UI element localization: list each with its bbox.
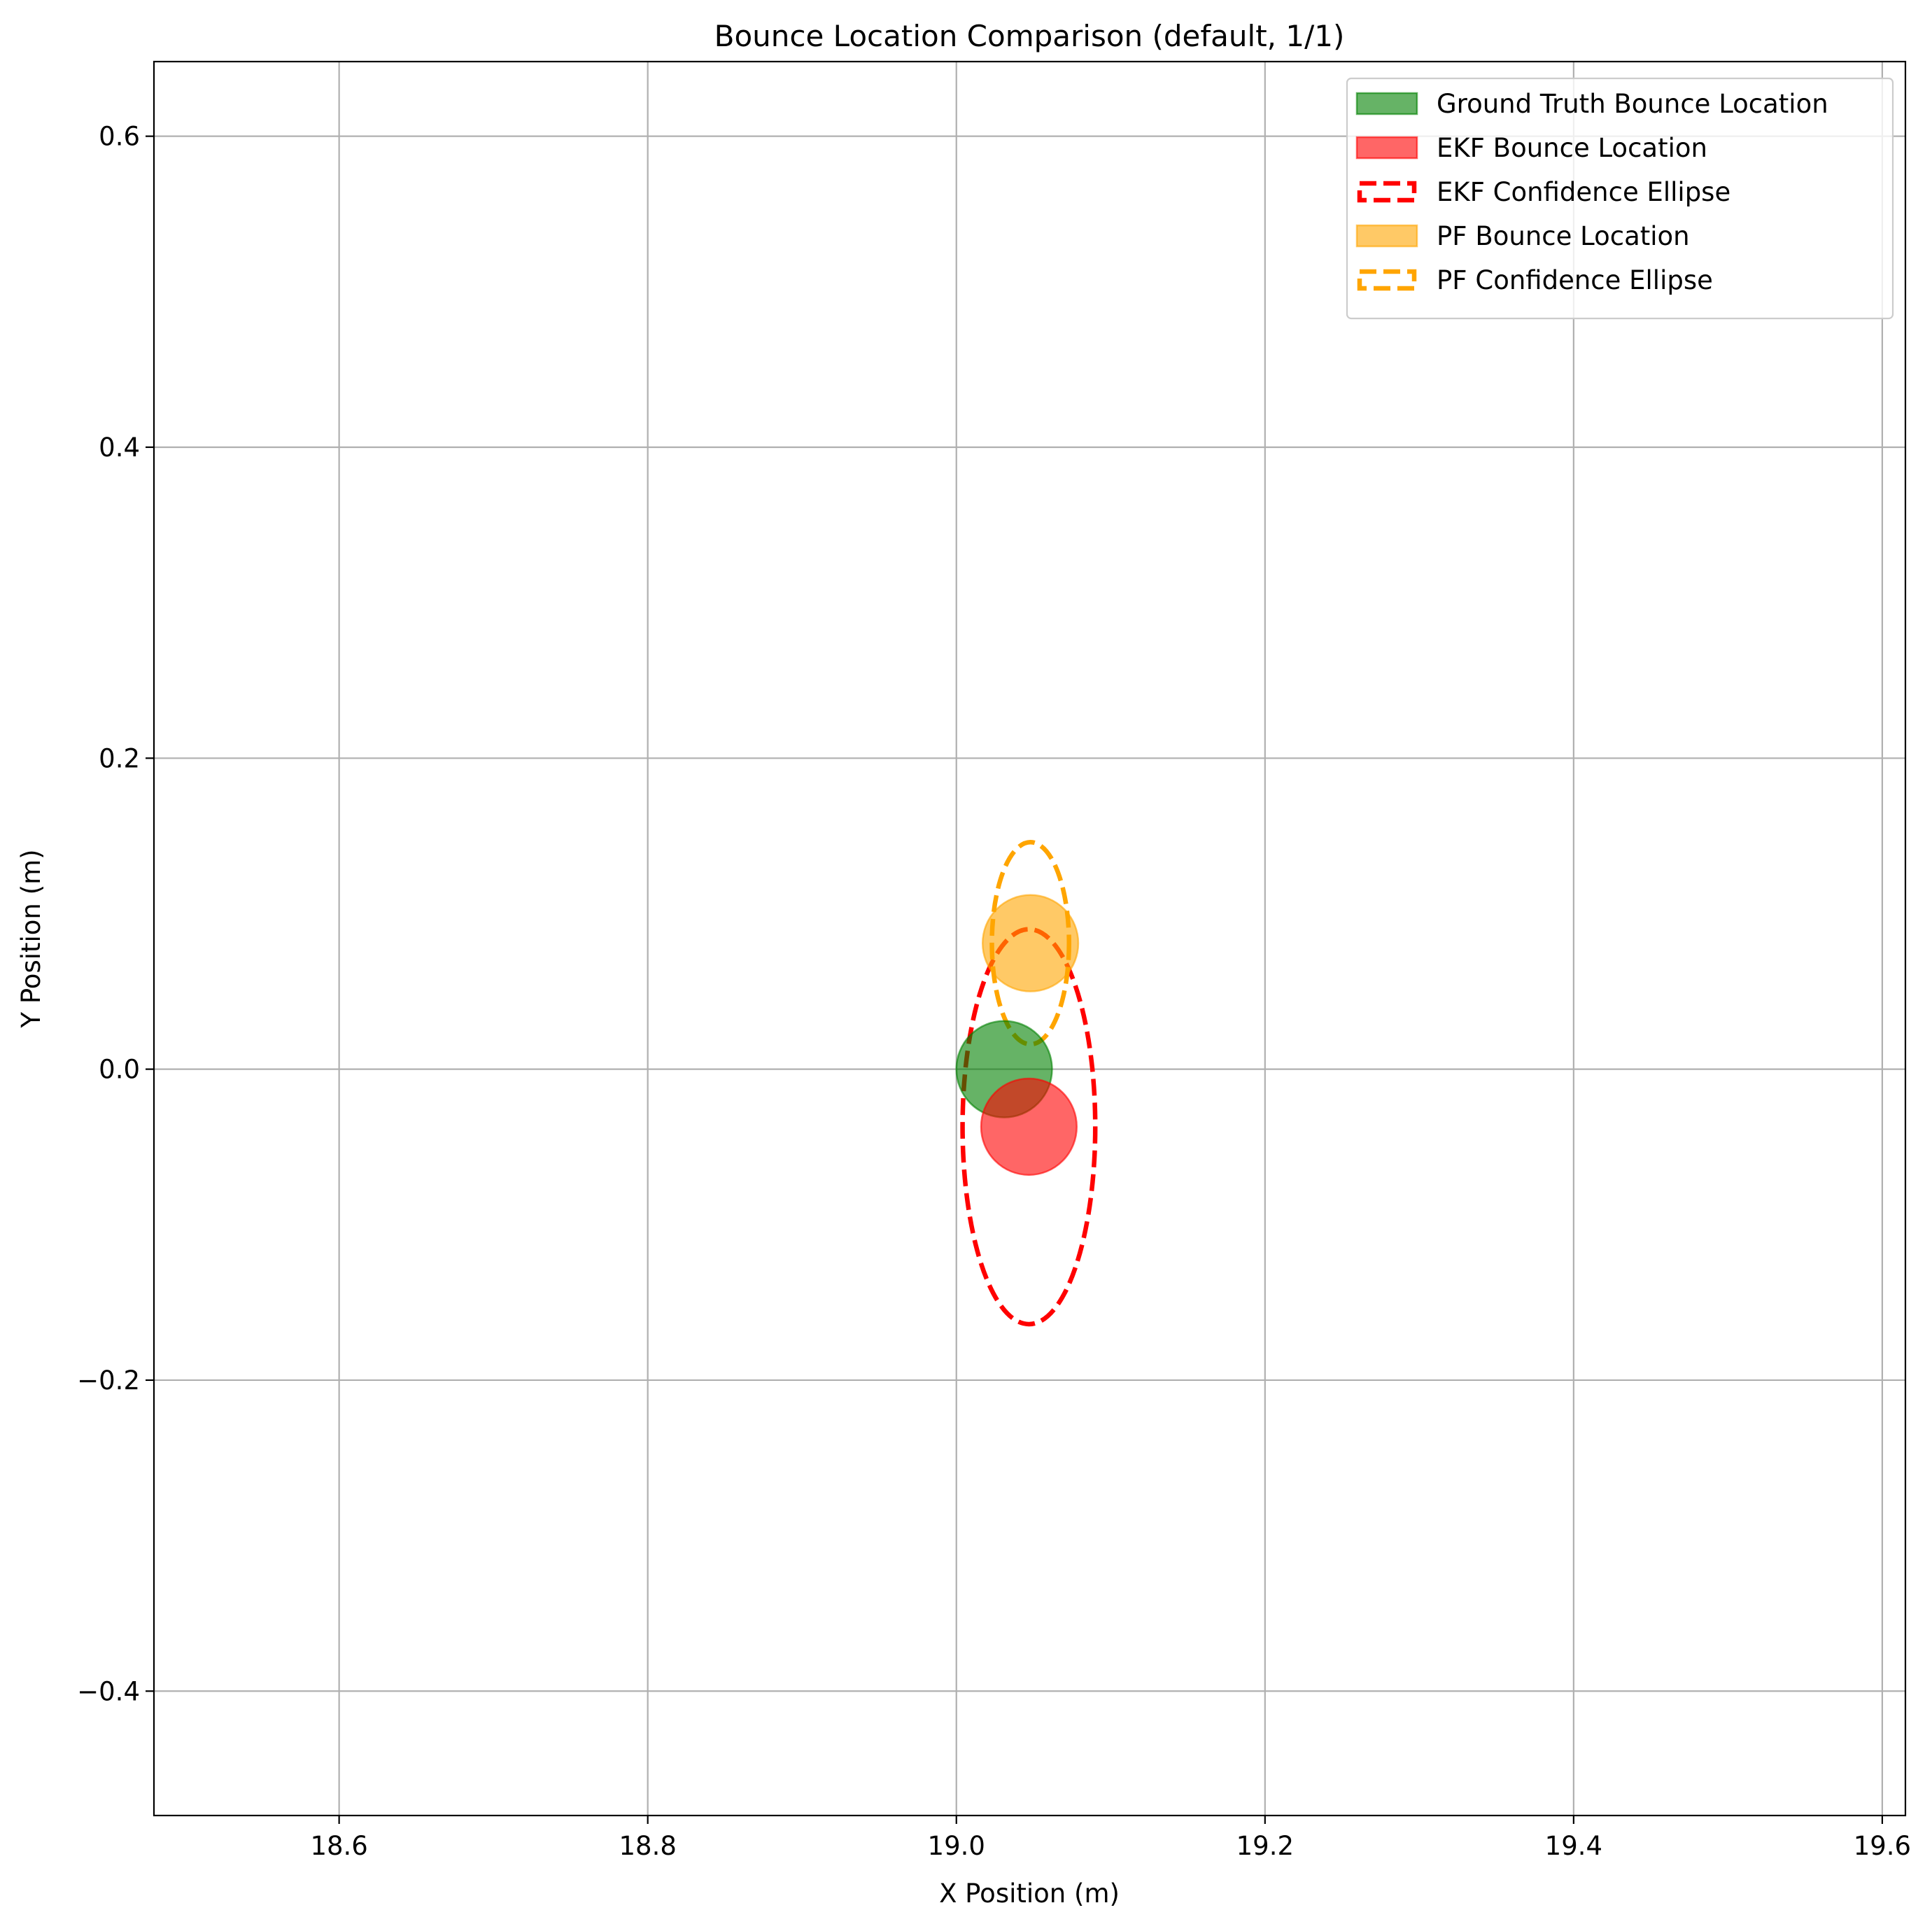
ground-truth-bounce-location-legend-label: Ground Truth Bounce Location xyxy=(1437,89,1828,119)
pf-bounce-location-marker xyxy=(981,894,1080,992)
ekf-bounce-location-legend-swatch xyxy=(1355,136,1418,160)
pf-bounce-location-legend-swatch xyxy=(1355,224,1418,248)
legend: Ground Truth Bounce Location EKF Bounce L… xyxy=(1346,77,1894,320)
ekf-bounce-location-marker xyxy=(980,1077,1078,1176)
ekf-confidence-ellipse-legend-swatch xyxy=(1357,181,1417,203)
pf-confidence-ellipse-legend-label: PF Confidence Ellipse xyxy=(1437,265,1713,295)
legend-box xyxy=(1346,77,1894,320)
x-tick-label: 19.4 xyxy=(1545,1831,1602,1861)
plot-frame xyxy=(153,60,1907,1817)
x-axis-label: X Position (m) xyxy=(939,1879,1120,1909)
y-tick-label: 0.2 xyxy=(99,743,140,773)
y-tick-label: 0.6 xyxy=(99,122,140,152)
grid xyxy=(154,62,1905,1816)
pf-confidence-ellipse-legend-swatch xyxy=(1357,269,1417,291)
y-tick-label: −0.2 xyxy=(77,1365,140,1396)
chart-title: Bounce Location Comparison (default, 1/1… xyxy=(714,19,1345,53)
y-tick-label: −0.4 xyxy=(77,1676,140,1706)
x-tick-label: 19.6 xyxy=(1854,1831,1911,1861)
data-layer xyxy=(955,840,1098,1327)
ticks: 18.6 18.8 19.0 19.2 19.4 19.6 −0.4 −0.2 0.0 0.2 0.… xyxy=(77,122,1911,1861)
ground-truth-bounce-location-legend-swatch xyxy=(1355,92,1418,115)
x-tick-label: 18.8 xyxy=(619,1831,676,1861)
y-axis-label: Y Position (m) xyxy=(16,849,46,1028)
x-tick-label: 19.0 xyxy=(928,1831,985,1861)
ekf-confidence-ellipse xyxy=(960,927,1098,1327)
x-tick-label: 19.2 xyxy=(1236,1831,1294,1861)
ekf-confidence-ellipse-legend-label: EKF Confidence Ellipse xyxy=(1437,177,1730,207)
y-tick-label: 0.0 xyxy=(99,1055,140,1085)
y-tick-label: 0.4 xyxy=(99,433,140,463)
x-tick-label: 18.6 xyxy=(310,1831,367,1861)
pf-bounce-location-legend-label: PF Bounce Location xyxy=(1437,221,1690,251)
ekf-bounce-location-legend-label: EKF Bounce Location xyxy=(1437,133,1707,163)
